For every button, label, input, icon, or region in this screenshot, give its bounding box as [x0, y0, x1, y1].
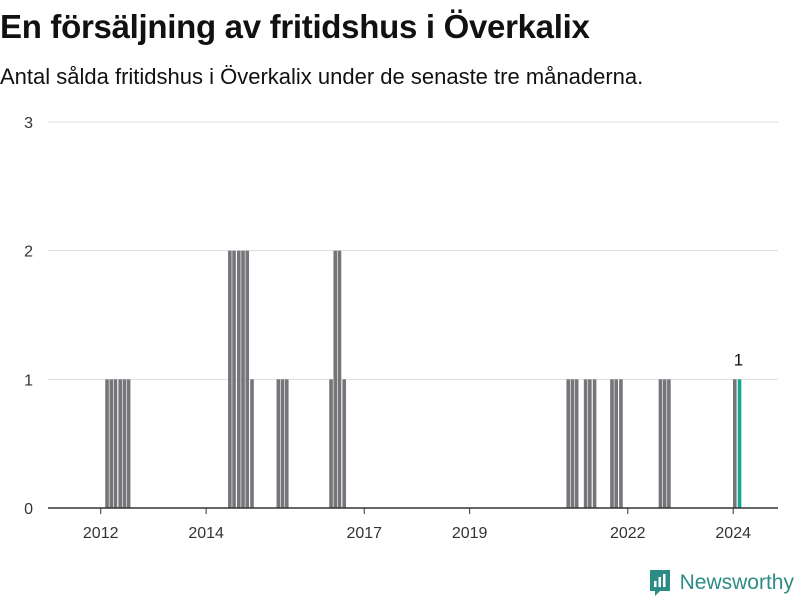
- y-tick-label: 2: [24, 244, 33, 261]
- bar: [284, 379, 289, 508]
- y-tick-label: 1: [24, 372, 33, 389]
- bar: [667, 379, 671, 508]
- x-tick-label: 2012: [83, 525, 119, 542]
- bar: [122, 379, 127, 508]
- x-tick-label: 2014: [188, 525, 224, 542]
- bar: [113, 379, 118, 508]
- y-tick-label: 3: [24, 115, 33, 132]
- x-tick-label: 2022: [610, 525, 646, 542]
- x-tick-label: 2019: [452, 525, 488, 542]
- bar: [333, 250, 338, 508]
- bar-chart: 0 1 2 3 1 2012 2014 2017 2019 2022 2024: [24, 115, 778, 542]
- chart-subtitle: Antal sålda fritidshus i Överkalix under…: [0, 64, 644, 89]
- bar: [619, 379, 623, 508]
- newsworthy-logo-icon: [649, 570, 670, 596]
- bar: [588, 379, 592, 508]
- bar: [118, 379, 123, 508]
- bar: [662, 379, 667, 508]
- bar: [566, 379, 571, 508]
- brand-name: Newsworthy: [679, 571, 794, 594]
- bar: [105, 379, 109, 508]
- bar: [592, 379, 597, 508]
- bar: [280, 379, 285, 508]
- data-label: 1: [734, 350, 743, 369]
- chart-title: En försäljning av fritidshus i Överkalix: [0, 8, 590, 45]
- x-tick-label: 2017: [346, 525, 382, 542]
- bar: [250, 379, 254, 508]
- bar: [337, 250, 342, 508]
- bar: [232, 250, 236, 508]
- bar: [574, 379, 579, 508]
- bar: [237, 250, 241, 508]
- bar: [732, 379, 737, 508]
- bar: [570, 379, 575, 508]
- bar: [614, 379, 618, 508]
- bar: [276, 379, 281, 508]
- bar-highlight: [737, 379, 742, 508]
- bar: [342, 379, 347, 508]
- bar: [245, 250, 250, 508]
- bar: [610, 379, 614, 508]
- x-tick-label: 2024: [715, 525, 751, 542]
- bar: [241, 250, 245, 508]
- y-tick-label: 0: [24, 501, 33, 518]
- bar: [228, 250, 232, 508]
- brand: Newsworthy: [648, 568, 794, 598]
- bar: [126, 379, 131, 508]
- bar: [329, 379, 333, 508]
- bar: [658, 379, 663, 508]
- bar: [583, 379, 588, 508]
- bar: [109, 379, 114, 508]
